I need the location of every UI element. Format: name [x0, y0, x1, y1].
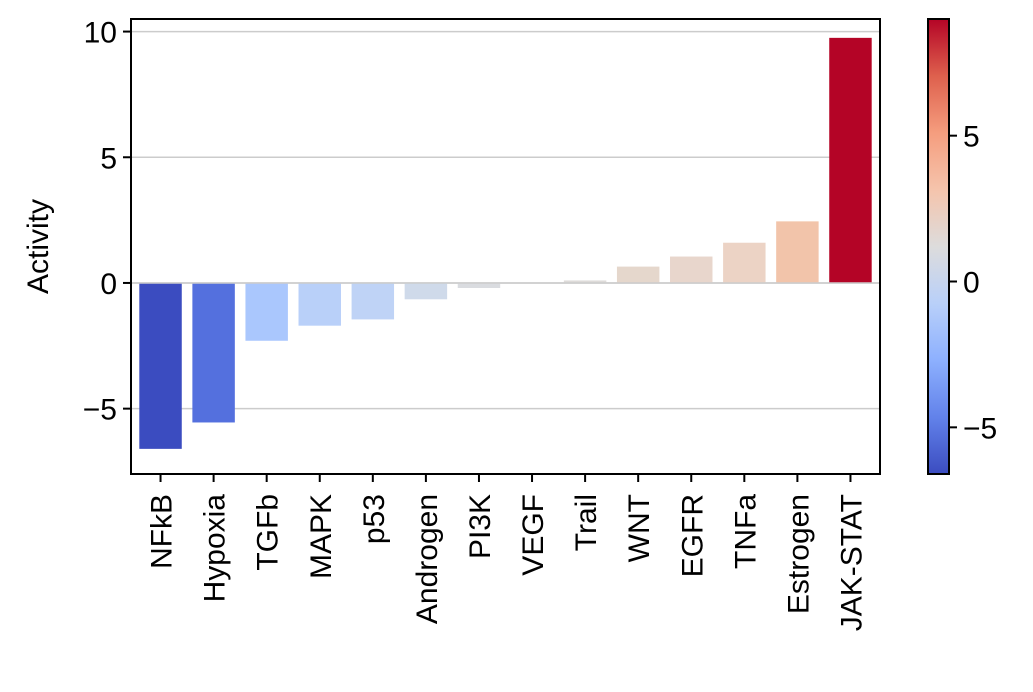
category-label: MAPK: [305, 494, 338, 579]
category-label: Hypoxia: [199, 494, 232, 603]
category-label: TNFa: [729, 494, 762, 569]
bar: [563, 280, 607, 283]
bar: [404, 282, 448, 300]
category-label: EGFR: [676, 494, 709, 577]
bar: [245, 282, 288, 341]
bar: [776, 221, 819, 283]
bar: [670, 256, 713, 283]
category-label: JAK-STAT: [835, 494, 868, 631]
colorbar-tick-label: −5: [963, 412, 997, 445]
category-label: Trail: [570, 494, 603, 551]
y-tick-label: 10: [84, 17, 117, 50]
bar: [829, 37, 872, 283]
bar: [723, 242, 766, 283]
bar: [139, 282, 182, 449]
plot-frame: [130, 18, 881, 475]
colorbar-tick-label: 5: [963, 121, 980, 154]
colorbar-tick-label: 0: [963, 267, 980, 300]
y-axis-ticks: −5 0 5 10: [83, 17, 131, 427]
colorbar: [927, 18, 950, 475]
bar: [298, 282, 341, 326]
gridlines: [131, 30, 880, 410]
x-axis-ticks: NFkB Hypoxia TGFb MAPK p53 Androgen PI3K VEGF Tr…: [146, 474, 868, 631]
category-label: p53: [358, 494, 391, 544]
category-label: PI3K: [464, 494, 497, 559]
y-tick-label: 5: [100, 142, 117, 175]
category-label: Androgen: [411, 494, 444, 624]
y-tick-label: −5: [83, 394, 117, 427]
category-label: WNT: [623, 494, 656, 562]
category-label: VEGF: [517, 494, 550, 576]
bar: [457, 282, 501, 288]
bar: [616, 266, 660, 283]
category-label: NFkB: [146, 494, 179, 569]
category-label: Estrogen: [782, 494, 815, 614]
bars: [139, 37, 872, 449]
colorbar-ticks: −5 0 5: [949, 121, 997, 445]
y-tick-label: 0: [100, 268, 117, 301]
bar: [192, 282, 235, 423]
bar: [351, 282, 395, 320]
category-label: TGFb: [252, 494, 285, 571]
y-axis-label: Activity: [22, 199, 55, 294]
